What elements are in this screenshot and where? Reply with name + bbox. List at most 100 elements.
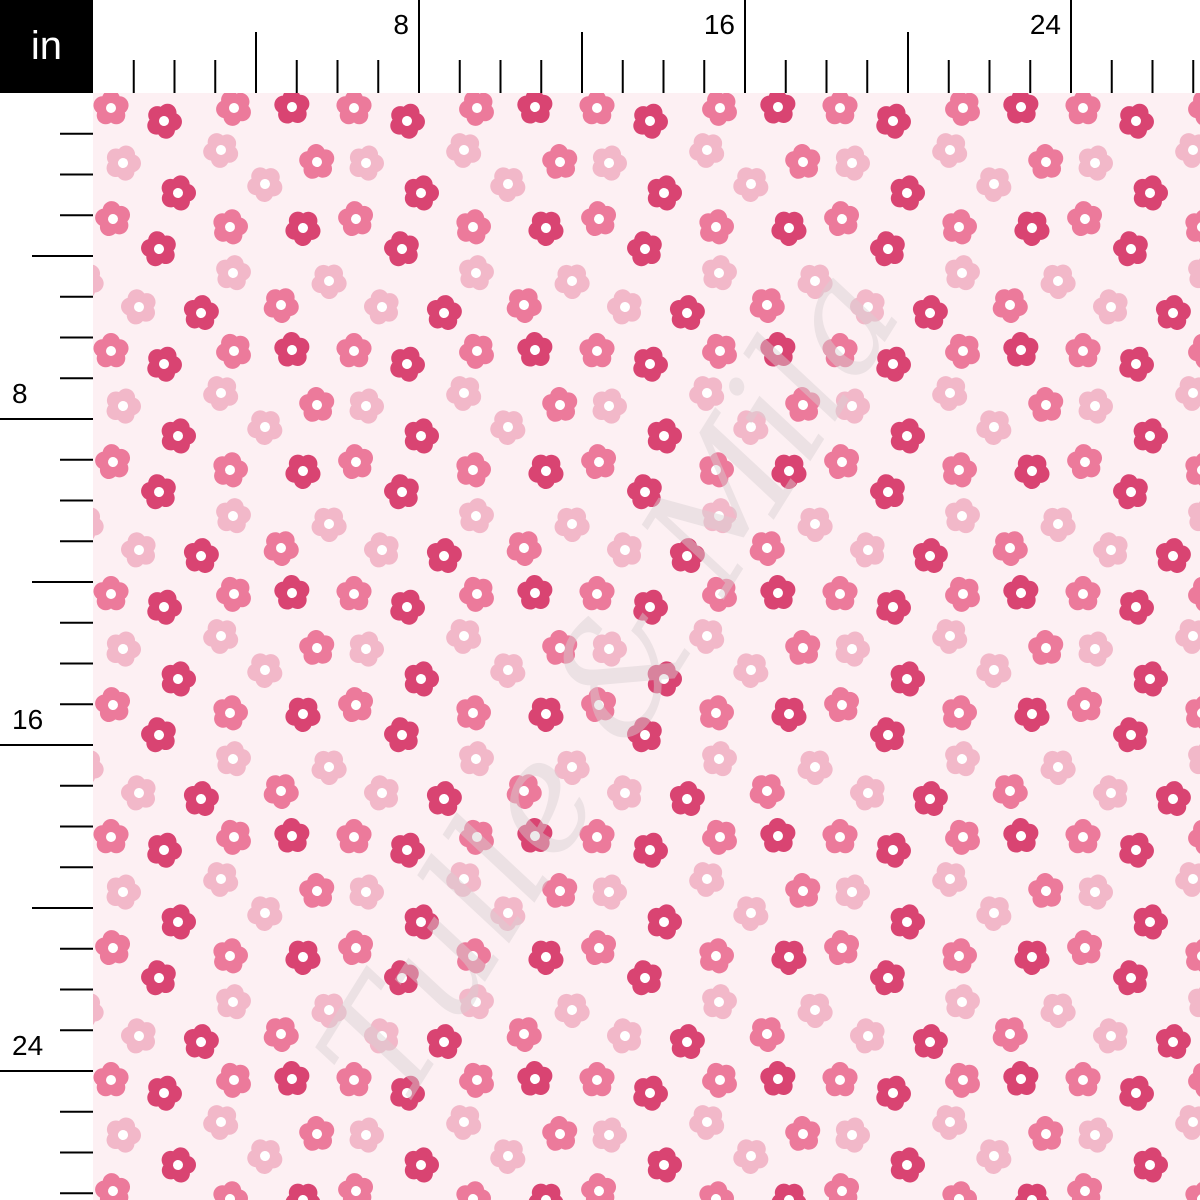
flower-center — [530, 102, 540, 112]
flower-center — [229, 103, 239, 113]
flower — [932, 376, 968, 411]
flower — [1040, 507, 1076, 542]
flower-center — [541, 223, 551, 233]
flower-center — [762, 543, 772, 553]
flower-center — [159, 602, 169, 612]
flower — [945, 255, 980, 291]
flower-center — [324, 276, 334, 286]
flower — [1188, 255, 1200, 291]
flower — [1133, 1147, 1168, 1183]
flower-center — [594, 457, 604, 467]
flower-center — [714, 997, 724, 1007]
flower — [247, 896, 283, 931]
flower — [1119, 103, 1154, 139]
flower-center — [810, 1005, 820, 1015]
flower — [285, 697, 321, 732]
flower — [702, 576, 737, 612]
flower — [274, 818, 310, 853]
flower-center — [555, 157, 565, 167]
flower-center — [645, 359, 655, 369]
flower — [771, 697, 807, 732]
fabric-background — [93, 93, 1200, 1200]
flower-center — [118, 887, 128, 897]
flower — [446, 133, 482, 168]
flower-center — [567, 762, 577, 772]
flower-center — [228, 754, 238, 764]
flower — [247, 653, 283, 688]
flower-center — [682, 308, 692, 318]
flower — [213, 452, 248, 488]
flower — [446, 862, 482, 897]
flower-center — [260, 422, 270, 432]
flower-center — [361, 401, 371, 411]
flower-center — [711, 708, 721, 718]
flower — [945, 1062, 980, 1098]
flower — [890, 418, 925, 454]
flower — [213, 1181, 248, 1200]
flower-center — [902, 674, 912, 684]
flower-center — [108, 943, 118, 953]
flower-center — [925, 551, 935, 561]
flower-center — [503, 422, 513, 432]
flower-center — [1078, 589, 1088, 599]
flower — [542, 873, 578, 908]
flower-center — [1053, 1005, 1063, 1015]
flower — [771, 454, 807, 489]
flower-center — [863, 545, 873, 555]
flower — [542, 144, 578, 179]
flower — [771, 211, 807, 246]
flower — [797, 993, 833, 1028]
flower — [633, 1075, 668, 1111]
flower-center — [555, 643, 565, 653]
flower-center — [118, 158, 128, 168]
flower-center — [711, 222, 721, 232]
flower-center — [1053, 276, 1063, 286]
flower — [1067, 201, 1103, 237]
flower — [1028, 144, 1064, 179]
flower — [633, 832, 668, 868]
flower — [689, 376, 725, 411]
flower-center — [416, 674, 426, 684]
flower — [607, 289, 642, 325]
flower-center — [1090, 401, 1100, 411]
flower — [627, 231, 662, 267]
flower — [1014, 211, 1050, 246]
flower — [349, 1117, 384, 1153]
flower — [912, 538, 948, 573]
flower — [528, 697, 564, 732]
flower-center — [118, 644, 128, 654]
flower-center — [645, 845, 655, 855]
flower-center — [902, 917, 912, 927]
flower-center — [837, 457, 847, 467]
flower-center — [228, 997, 238, 1007]
flower-center — [989, 665, 999, 675]
flower — [592, 1117, 627, 1153]
flower-center — [1078, 103, 1088, 113]
flower — [870, 717, 905, 753]
flower-center — [847, 644, 857, 654]
flower — [141, 474, 176, 510]
flower-center — [659, 1160, 669, 1170]
flower-center — [134, 545, 144, 555]
flower — [699, 452, 734, 488]
flower-center — [154, 244, 164, 254]
flower — [285, 940, 321, 975]
flower-center — [925, 794, 935, 804]
flower — [992, 531, 1028, 566]
flower — [490, 1139, 526, 1174]
flower — [263, 531, 299, 566]
flower — [824, 930, 860, 966]
flower — [669, 295, 705, 330]
flower-center — [225, 222, 235, 232]
flower-center — [108, 700, 118, 710]
flower — [404, 418, 439, 454]
flower — [1078, 388, 1113, 424]
flower — [490, 896, 526, 931]
flower — [459, 93, 494, 126]
flower-center — [519, 543, 529, 553]
flower — [517, 575, 553, 610]
flower-center — [459, 145, 469, 155]
flower-center — [1188, 388, 1198, 398]
flower — [542, 1116, 578, 1151]
flower — [1188, 984, 1200, 1020]
